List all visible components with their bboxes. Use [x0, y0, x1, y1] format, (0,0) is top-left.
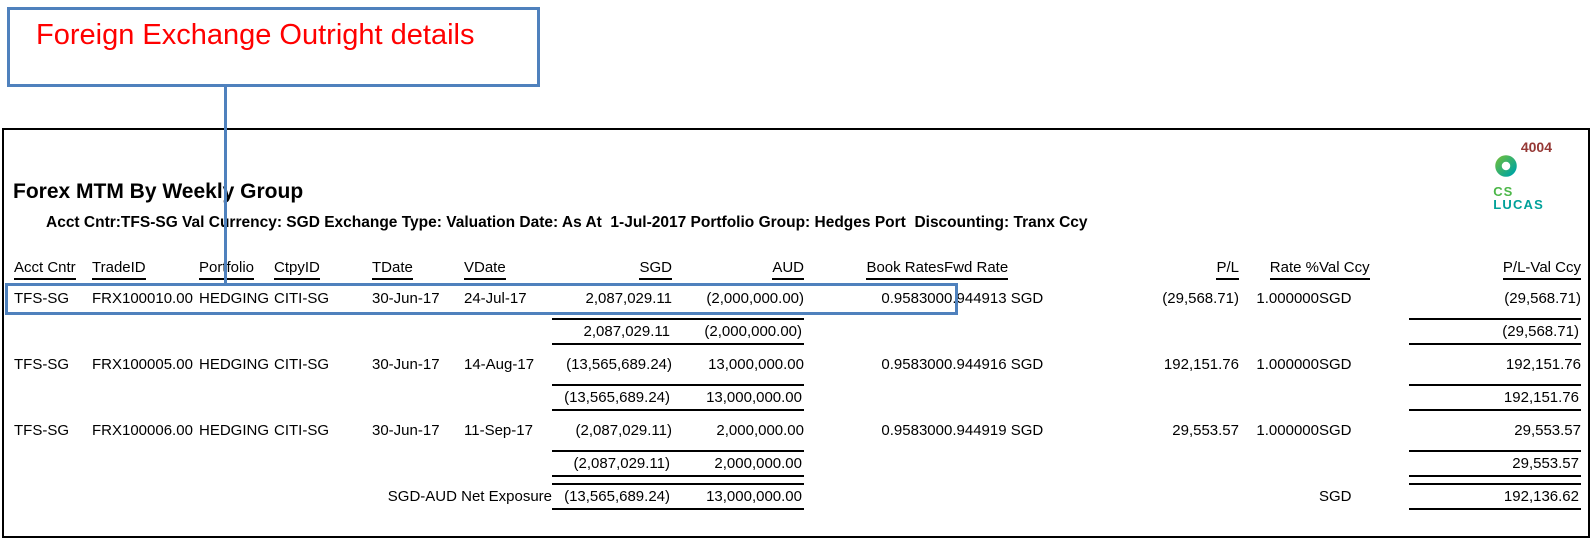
col-header-val-ccy: Val Ccy	[1319, 246, 1409, 282]
col-header-pl-val-ccy: P/L-Val Ccy	[1409, 246, 1581, 282]
logo-text-lucas: LUCAS	[1493, 197, 1544, 213]
tradeid-cell: FRX100010.00	[92, 290, 193, 307]
book-rates-cell: 0.958300	[881, 356, 944, 373]
subtotal-row-3: (2,087,029.11) 2,000,000.00 29,553.57	[14, 447, 1581, 480]
col-header-tradeid: TradeID	[92, 246, 199, 282]
report-title: Forex MTM By Weekly Group	[13, 180, 304, 203]
tradeid-cell: FRX100005.00	[92, 356, 193, 373]
col-header-sgd: SGD	[552, 246, 672, 282]
mtm-table: Acct Cntr TradeID Portfolio CtpyID TDate…	[14, 246, 1581, 513]
report-page: 4004 CS LUCAS Forex MTM By Weekly Group …	[2, 128, 1590, 538]
report-parameters: Acct Cntr:TFS-SG Val Currency: SGD Excha…	[46, 214, 1088, 231]
net-sgd-cell: (13,565,689.24)	[552, 480, 672, 513]
net-pl-val-ccy-cell: 192,136.62	[1409, 480, 1581, 513]
subtotal-aud-cell: 2,000,000.00	[672, 447, 804, 480]
rate-pct-cell: 1.000000	[1256, 422, 1319, 439]
callout-connector-line	[224, 85, 227, 283]
trade-row-2: TFS-SG FRX100005.00 HEDGING CITI-SG 30-J…	[14, 348, 1581, 381]
report-number: 4004	[1520, 139, 1552, 155]
vdate-cell: 11-Sep-17	[464, 422, 533, 439]
col-header-acct-cntr: Acct Cntr	[14, 246, 92, 282]
tdate-cell: 30-Jun-17	[372, 290, 440, 307]
pl-val-ccy-cell: 29,553.57	[1514, 422, 1581, 439]
col-header-pl: P/L	[1094, 246, 1239, 282]
pl-val-ccy-cell: (29,568.71)	[1504, 290, 1581, 307]
col-header-ctpyid: CtpyID	[274, 246, 372, 282]
net-val-ccy-cell: SGD	[1319, 488, 1352, 505]
tdate-cell: 30-Jun-17	[372, 356, 440, 373]
aud-cell: 2,000,000.00	[716, 422, 804, 439]
col-header-vdate: VDate	[464, 246, 552, 282]
pl-cell: 29,553.57	[1172, 422, 1239, 439]
trade-row-1: TFS-SG FRX100010.00 HEDGING CITI-SG 30-J…	[14, 282, 1581, 315]
subtotal-aud-cell: (2,000,000.00)	[672, 315, 804, 348]
subtotal-sgd-cell: 2,087,029.11	[552, 315, 672, 348]
subtotal-pl-val-ccy-cell: 29,553.57	[1409, 447, 1581, 480]
tradeid-cell: FRX100006.00	[92, 422, 193, 439]
ctpyid-cell: CITI-SG	[274, 422, 329, 439]
sgd-cell: (2,087,029.11)	[575, 422, 672, 439]
vdate-cell: 24-Jul-17	[464, 290, 527, 307]
col-header-rate-pct: Rate %	[1239, 246, 1319, 282]
val-ccy-cell: SGD	[1319, 356, 1352, 373]
pl-val-ccy-cell: 192,151.76	[1505, 356, 1581, 373]
pl-cell: (29,568.71)	[1162, 290, 1239, 307]
portfolio-cell: HEDGING	[199, 422, 270, 439]
book-rates-cell: 0.958300	[881, 422, 944, 439]
cs-lucas-logo: CS LUCAS	[1493, 154, 1544, 212]
ctpyid-cell: CITI-SG	[274, 356, 329, 373]
portfolio-cell: HEDGING	[199, 356, 270, 373]
callout-box: Foreign Exchange Outright details	[7, 7, 540, 87]
callout-label: Foreign Exchange Outright details	[36, 19, 475, 51]
trade-row-3: TFS-SG FRX100006.00 HEDGING CITI-SG 30-J…	[14, 414, 1581, 447]
tdate-cell: 30-Jun-17	[372, 422, 440, 439]
col-header-fwd-rate: Fwd Rate	[944, 246, 1094, 282]
net-exposure-row: SGD-AUD Net Exposure (13,565,689.24) 13,…	[14, 480, 1581, 513]
col-header-tdate: TDate	[372, 246, 464, 282]
subtotal-sgd-cell: (13,565,689.24)	[552, 381, 672, 414]
pl-cell: 192,151.76	[1163, 356, 1239, 373]
fwd-rate-cell: 0.944919 SGD	[944, 422, 1044, 439]
acct-cntr-cell: TFS-SG	[14, 422, 69, 439]
logo-text-cs: CS	[1493, 183, 1514, 199]
header-row: Acct Cntr TradeID Portfolio CtpyID TDate…	[14, 246, 1581, 282]
subtotal-row-1: 2,087,029.11 (2,000,000.00) (29,568.71)	[14, 315, 1581, 348]
subtotal-row-2: (13,565,689.24) 13,000,000.00 192,151.76	[14, 381, 1581, 414]
col-header-aud: AUD	[672, 246, 804, 282]
sgd-cell: 2,087,029.11	[585, 290, 672, 307]
ctpyid-cell: CITI-SG	[274, 290, 329, 307]
aud-cell: 13,000,000.00	[708, 356, 804, 373]
net-exposure-label: SGD-AUD Net Exposure	[387, 488, 552, 505]
val-ccy-cell: SGD	[1319, 422, 1352, 439]
acct-cntr-cell: TFS-SG	[14, 356, 69, 373]
subtotal-sgd-cell: (2,087,029.11)	[552, 447, 672, 480]
fwd-rate-cell: 0.944913 SGD	[944, 290, 1044, 307]
col-header-portfolio: Portfolio	[199, 246, 274, 282]
sgd-cell: (13,565,689.24)	[566, 356, 672, 373]
acct-cntr-cell: TFS-SG	[14, 290, 69, 307]
subtotal-pl-val-ccy-cell: (29,568.71)	[1409, 315, 1581, 348]
aud-cell: (2,000,000.00)	[706, 290, 804, 307]
val-ccy-cell: SGD	[1319, 290, 1352, 307]
subtotal-pl-val-ccy-cell: 192,151.76	[1409, 381, 1581, 414]
logo-ring-icon	[1494, 154, 1544, 183]
net-aud-cell: 13,000,000.00	[672, 480, 804, 513]
col-header-book-rates: Book Rates	[804, 246, 944, 282]
book-rates-cell: 0.958300	[881, 290, 944, 307]
vdate-cell: 14-Aug-17	[464, 356, 535, 373]
rate-pct-cell: 1.000000	[1256, 290, 1319, 307]
fwd-rate-cell: 0.944916 SGD	[944, 356, 1044, 373]
subtotal-aud-cell: 13,000,000.00	[672, 381, 804, 414]
rate-pct-cell: 1.000000	[1256, 356, 1319, 373]
portfolio-cell: HEDGING	[199, 290, 270, 307]
